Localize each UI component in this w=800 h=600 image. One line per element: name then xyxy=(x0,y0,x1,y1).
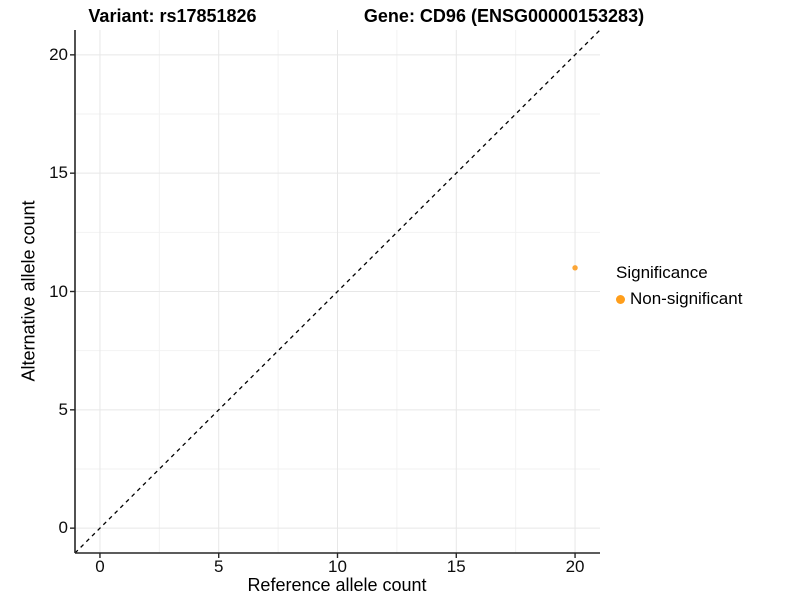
y-axis-title: Alternative allele count xyxy=(18,200,39,382)
x-tick-label: 5 xyxy=(213,557,224,576)
gene-title: Gene: CD96 (ENSG00000153283) xyxy=(363,6,645,26)
data-point xyxy=(572,265,578,271)
x-tick-label: 0 xyxy=(95,557,105,576)
variant-title: Variant: rs17851826 xyxy=(88,6,257,26)
y-tick-label: 20 xyxy=(49,44,68,64)
legend-item-label: Non-significant xyxy=(630,289,743,308)
x-tick-label: 15 xyxy=(446,557,466,576)
y-tick-label: 15 xyxy=(49,163,68,183)
y-tick-label: 10 xyxy=(49,281,68,301)
y-tick-label: 0 xyxy=(58,518,68,538)
legend-title: Significance xyxy=(616,263,708,282)
x-tick-label: 10 xyxy=(328,557,347,576)
identity-dashed-line xyxy=(74,29,601,554)
legend: Significance Non-significant xyxy=(616,263,742,309)
y-tick-label: 5 xyxy=(58,399,68,419)
x-tick-label: 20 xyxy=(565,557,585,576)
legend-point-icon xyxy=(616,294,625,304)
legend-item: Non-significant xyxy=(616,289,742,309)
x-axis-title: Reference allele count xyxy=(247,575,427,595)
